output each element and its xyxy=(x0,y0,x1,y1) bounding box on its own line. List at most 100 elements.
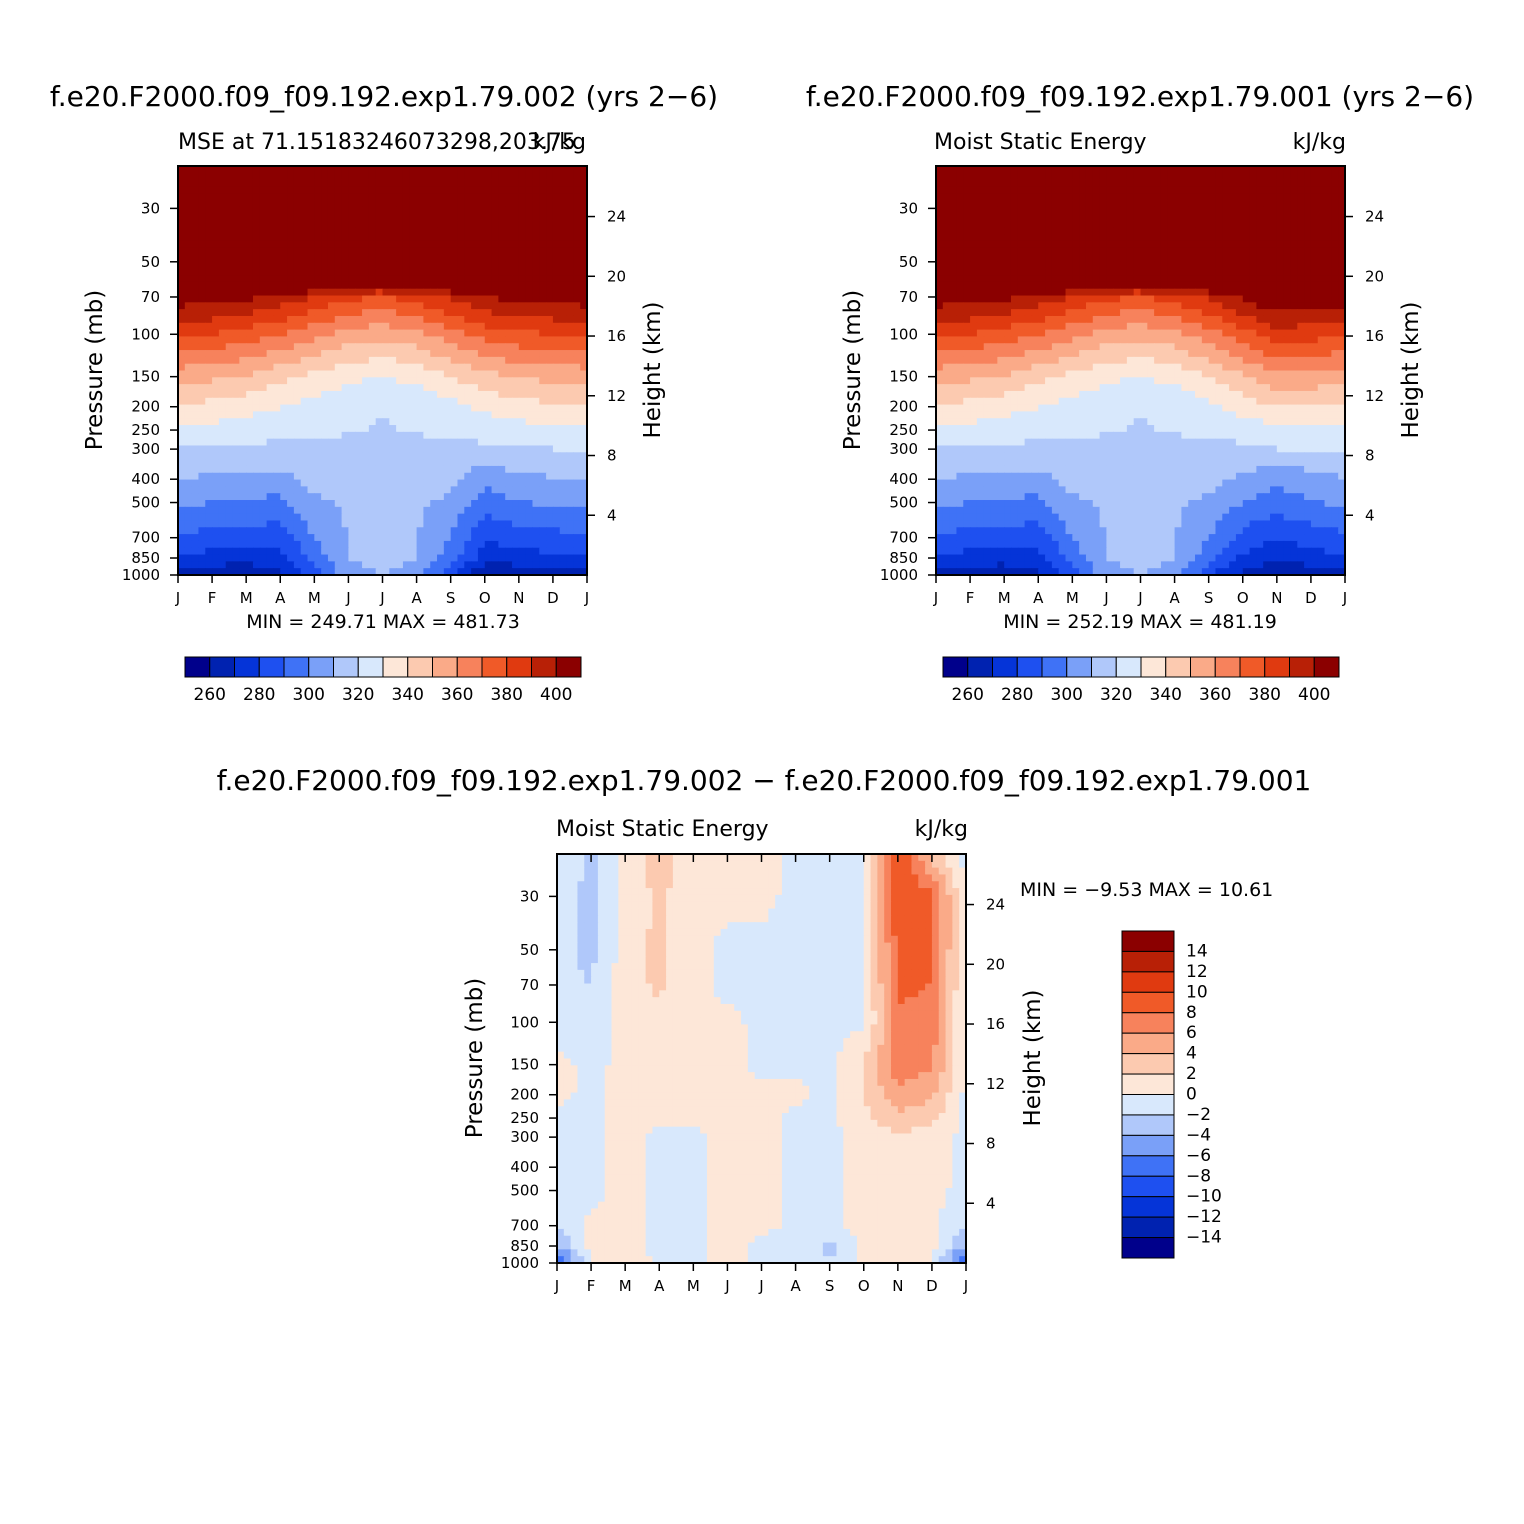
contour-cell xyxy=(225,363,234,372)
contour-cell xyxy=(232,322,240,331)
contour-cell xyxy=(327,377,336,385)
colorbar-swatch xyxy=(209,656,235,678)
contour-cell xyxy=(1215,193,1223,201)
contour-cell xyxy=(327,472,336,481)
contour-cell xyxy=(1181,302,1189,310)
contour-cell xyxy=(409,254,418,263)
contour-cell xyxy=(1154,200,1162,208)
contour-cell xyxy=(1024,254,1033,263)
contour-cell xyxy=(491,281,499,290)
contour-cell xyxy=(178,309,186,317)
contour-cell xyxy=(990,261,998,269)
contour-cell xyxy=(287,179,295,188)
contour-cell xyxy=(198,193,206,201)
contour-cell xyxy=(314,356,322,365)
contour-cell xyxy=(409,390,418,399)
contour-cell xyxy=(402,200,411,208)
contour-cell xyxy=(423,166,431,174)
contour-cell xyxy=(191,275,200,283)
contour-cell xyxy=(402,254,411,263)
min-max-label: MIN = 249.71 MAX = 481.73 xyxy=(246,611,520,633)
contour-cell xyxy=(218,179,227,188)
contour-cell xyxy=(416,425,424,433)
contour-cell xyxy=(573,418,581,426)
contour-cell xyxy=(389,506,397,515)
contour-cell xyxy=(341,500,350,508)
contour-cell xyxy=(416,384,424,392)
contour-cell xyxy=(334,275,343,283)
contour-cell xyxy=(1297,281,1305,290)
contour-cell xyxy=(1072,281,1080,290)
contour-cell xyxy=(1235,200,1244,208)
contour-cell xyxy=(273,384,281,392)
contour-cell xyxy=(178,390,186,399)
contour-cell xyxy=(997,186,1005,194)
contour-cell xyxy=(450,281,459,290)
contour-cell xyxy=(477,418,486,426)
contour-cell xyxy=(1133,220,1142,228)
contour-cell xyxy=(300,261,309,269)
contour-cell xyxy=(212,568,220,576)
contour-cell xyxy=(348,377,356,385)
contour-cell xyxy=(1106,200,1114,208)
contour-cell xyxy=(1256,200,1264,208)
contour-cell xyxy=(368,186,377,194)
contour-cell xyxy=(252,281,261,290)
contour-cell xyxy=(348,329,356,338)
contour-cell xyxy=(327,186,336,194)
contour-cell xyxy=(997,220,1005,228)
contour-cell xyxy=(525,234,534,242)
contour-cell xyxy=(1010,172,1019,181)
contour-cell xyxy=(457,561,465,569)
contour-cell xyxy=(1276,172,1285,181)
contour-cell xyxy=(321,234,329,242)
contour-cell xyxy=(389,213,397,222)
contour-cell xyxy=(191,431,200,440)
contour-cell xyxy=(205,486,213,494)
contour-cell xyxy=(293,534,302,542)
contour-cell xyxy=(956,179,964,188)
contour-cell xyxy=(1120,172,1128,181)
contour-cell xyxy=(402,186,411,194)
contour-cell xyxy=(443,281,452,290)
contour-cell xyxy=(1270,206,1278,215)
contour-cell xyxy=(949,227,958,235)
contour-cell xyxy=(1126,268,1135,276)
contour-cell xyxy=(1147,240,1155,249)
contour-cell xyxy=(178,568,186,576)
contour-cell xyxy=(1304,234,1312,242)
contour-cell xyxy=(368,561,377,569)
contour-cell xyxy=(355,247,363,256)
contour-cell xyxy=(416,281,424,290)
contour-cell xyxy=(1058,179,1067,188)
contour-cell xyxy=(1106,254,1114,263)
contour-cell xyxy=(580,534,588,542)
contour-cell xyxy=(1120,247,1128,256)
contour-cell xyxy=(457,431,465,440)
contour-cell xyxy=(273,206,281,215)
contour-cell xyxy=(273,336,281,344)
contour-cell xyxy=(402,350,411,358)
contour-cell xyxy=(205,418,213,426)
contour-cell xyxy=(402,275,411,283)
contour-cell xyxy=(1215,172,1223,181)
contour-cell xyxy=(239,506,247,515)
contour-cell xyxy=(559,261,568,269)
contour-cell xyxy=(1147,261,1155,269)
contour-cell xyxy=(580,465,588,474)
contour-cell xyxy=(259,479,268,487)
contour-cell xyxy=(1085,172,1094,181)
contour-cell xyxy=(287,479,295,487)
contour-cell xyxy=(1160,166,1169,174)
contour-cell xyxy=(389,315,397,324)
contour-cell xyxy=(280,179,288,188)
contour-cell xyxy=(362,356,370,365)
contour-cell xyxy=(293,350,302,358)
contour-cell xyxy=(396,363,404,372)
contour-cell xyxy=(539,281,547,290)
contour-cell xyxy=(327,459,336,467)
contour-cell xyxy=(963,166,971,174)
contour-cell xyxy=(1085,220,1094,228)
contour-cell xyxy=(252,336,261,344)
contour-cell xyxy=(396,513,404,522)
